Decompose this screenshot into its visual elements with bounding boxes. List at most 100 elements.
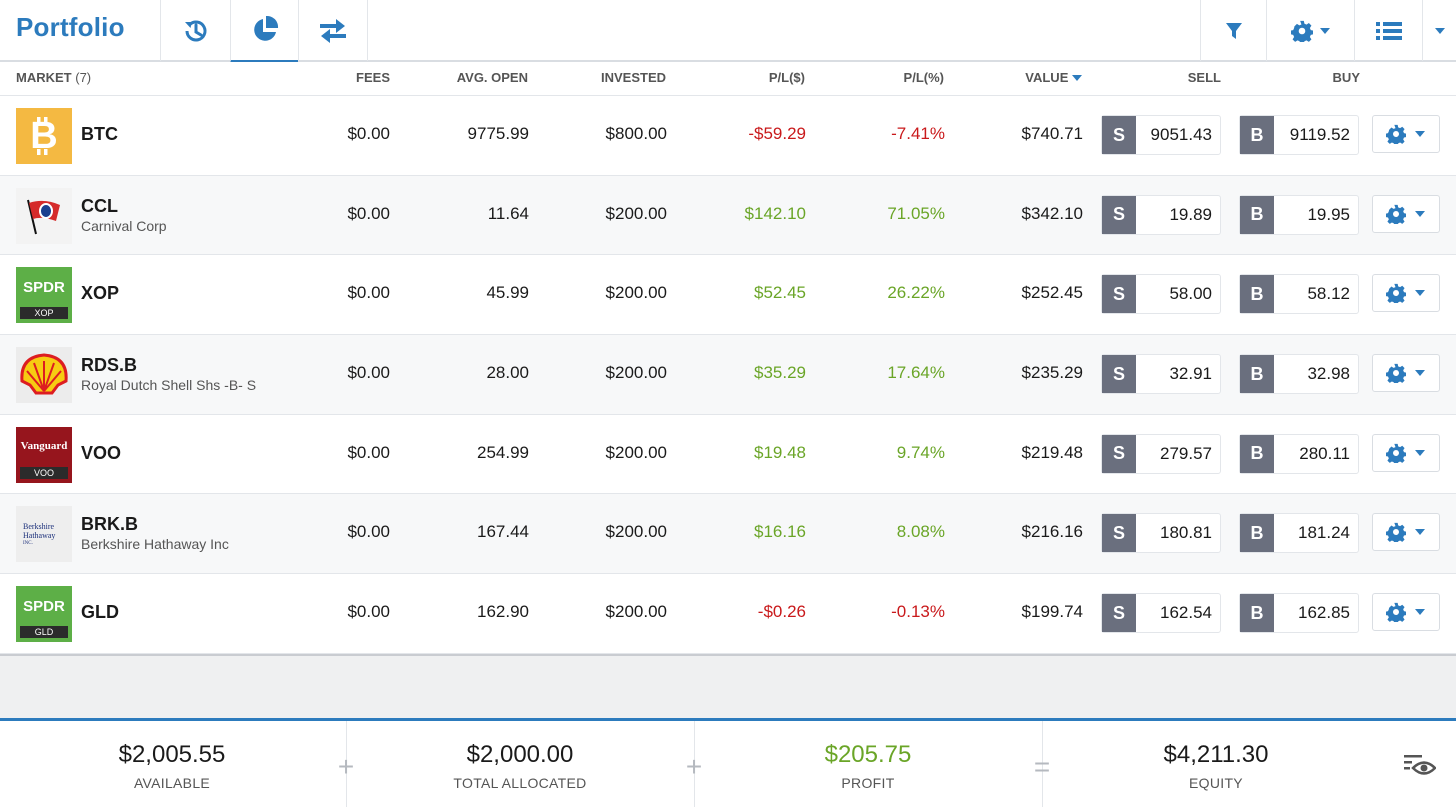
chevron-down-icon	[1415, 210, 1425, 217]
market-symbol[interactable]: BTC	[81, 124, 118, 144]
sell-button[interactable]: S 58.00	[1101, 274, 1221, 315]
total-allocated-value: $2,000.00	[466, 741, 574, 768]
buy-column-header[interactable]: BUY	[1332, 70, 1360, 85]
pl-usd-value: -$59.29	[748, 124, 806, 143]
toggle-visibility-button[interactable]	[1404, 753, 1437, 782]
settings-dropdown-button[interactable]	[1266, 0, 1354, 61]
row-settings-button[interactable]	[1372, 513, 1440, 552]
table-row[interactable]: Berkshire Hathaway INC. BRK.B Berkshire …	[0, 494, 1456, 575]
avg-open-value: 162.90	[477, 602, 529, 622]
sell-button[interactable]: S 9051.43	[1101, 115, 1221, 155]
gear-icon	[1386, 363, 1406, 384]
more-dropdown-button[interactable]	[1422, 0, 1456, 61]
market-symbol[interactable]: GLD	[81, 602, 119, 623]
list-view-button[interactable]	[1354, 0, 1422, 61]
available-label: AVAILABLE	[133, 775, 211, 791]
fees-column-header[interactable]: FEES	[356, 70, 390, 85]
profit-summary: $205.75 PROFIT	[748, 741, 988, 791]
equity-label: EQUITY	[1189, 775, 1243, 791]
berkshire-logo-line3: INC.	[23, 540, 33, 546]
table-row[interactable]: CCL Carnival Corp $0.00 11.64 $200.00 $1…	[0, 175, 1456, 256]
avg-open-value: 45.99	[486, 283, 529, 303]
sell-price: 9051.43	[1150, 125, 1212, 144]
top-toolbar: Portfolio	[0, 0, 1456, 63]
list-icon	[1375, 21, 1402, 40]
invested-column-header[interactable]: INVESTED	[600, 70, 666, 85]
fees-value: $0.00	[347, 283, 390, 303]
account-summary-footer: $2,005.55 AVAILABLE + $2,000.00 TOTAL AL…	[0, 718, 1456, 807]
market-symbol[interactable]: CCL	[81, 195, 118, 216]
chevron-down-icon	[1415, 131, 1425, 137]
pl-pct-value: 26.22%	[887, 283, 945, 303]
ccl-logo	[16, 187, 72, 244]
xop-logo: SPDR XOP	[16, 267, 72, 324]
table-row[interactable]: SPDR XOP XOP $0.00 45.99 $200.00 $52.45 …	[0, 255, 1456, 336]
pl-usd-value: $52.45	[754, 283, 806, 303]
avg-open-column-header[interactable]: AVG. OPEN	[456, 70, 528, 85]
invested-value: $200.00	[605, 283, 667, 303]
filter-button[interactable]	[1200, 0, 1266, 61]
sell-button[interactable]: S 279.57	[1101, 433, 1221, 474]
buy-button[interactable]: B 9119.52	[1239, 115, 1359, 155]
total-allocated-summary: $2,000.00 TOTAL ALLOCATED	[400, 741, 640, 791]
fees-value: $0.00	[347, 602, 390, 622]
market-symbol[interactable]: VOO	[81, 442, 122, 463]
buy-button[interactable]: B 32.98	[1239, 354, 1359, 395]
row-settings-button[interactable]	[1372, 115, 1440, 153]
row-settings-button[interactable]	[1372, 274, 1440, 313]
table-row[interactable]: Vanguard VOO VOO $0.00 254.99 $200.00 $1…	[0, 414, 1456, 495]
transfer-tab[interactable]	[298, 0, 368, 61]
market-symbol[interactable]: BRK.B	[81, 514, 138, 535]
buy-price: 9119.52	[1289, 125, 1350, 144]
market-symbol[interactable]: RDS.B	[81, 355, 138, 376]
position-value: $252.45	[1021, 283, 1083, 303]
sell-button[interactable]: S 32.91	[1101, 354, 1221, 395]
row-settings-button[interactable]	[1372, 194, 1440, 233]
gld-logo: SPDR GLD	[16, 586, 72, 643]
sell-price: 32.91	[1169, 364, 1212, 384]
position-value: $216.16	[1021, 522, 1083, 542]
sell-badge: S	[1102, 594, 1136, 633]
table-row[interactable]: SPDR GLD GLD $0.00 162.90 $200.00 -$0.26…	[0, 574, 1456, 654]
table-row[interactable]: B BTC $0.00 9775.99 $800.00 -$59.29 -7.4…	[0, 96, 1456, 176]
sell-badge: S	[1102, 195, 1136, 234]
invested-value: $200.00	[605, 203, 667, 223]
value-column-header[interactable]: VALUE	[1025, 70, 1082, 85]
gld-logo-text: GLD	[20, 626, 68, 639]
fees-value: $0.00	[347, 442, 390, 462]
row-settings-button[interactable]	[1372, 593, 1440, 632]
voo-logo-text: VOO	[20, 466, 68, 479]
buy-button[interactable]: B 181.24	[1239, 513, 1359, 554]
buy-button[interactable]: B 162.85	[1239, 593, 1359, 634]
pl-usd-column-header[interactable]: P/L($)	[768, 70, 805, 85]
sell-button[interactable]: S 180.81	[1101, 513, 1221, 554]
chevron-down-icon	[1415, 449, 1425, 456]
equity-value: $4,211.30	[1163, 741, 1269, 768]
pl-pct-value: 8.08%	[896, 522, 945, 542]
buy-badge: B	[1240, 195, 1274, 234]
portfolio-breakdown-tab[interactable]	[230, 0, 298, 63]
buy-button[interactable]: B 280.11	[1239, 433, 1359, 474]
table-row[interactable]: RDS.B Royal Dutch Shell Shs -B- S... $0.…	[0, 335, 1456, 415]
row-settings-button[interactable]	[1372, 354, 1440, 393]
row-settings-button[interactable]	[1372, 433, 1440, 472]
sell-price: 19.89	[1169, 204, 1212, 224]
pl-usd-value: -$0.26	[757, 602, 806, 622]
market-column-header[interactable]: MARKET (7)	[16, 70, 92, 85]
market-symbol[interactable]: XOP	[81, 283, 120, 304]
sell-button[interactable]: S 19.89	[1101, 194, 1221, 235]
market-name: Carnival Corp	[81, 217, 167, 234]
sell-column-header[interactable]: SELL	[1187, 70, 1221, 85]
shell-logo	[16, 347, 72, 404]
chevron-down-icon	[1434, 27, 1445, 34]
pl-pct-value: -0.13%	[891, 602, 945, 622]
sell-price: 180.81	[1160, 523, 1212, 543]
buy-button[interactable]: B 58.12	[1239, 274, 1359, 315]
buy-badge: B	[1240, 434, 1274, 473]
history-tab[interactable]	[160, 0, 230, 61]
sell-button[interactable]: S 162.54	[1101, 593, 1221, 634]
pl-usd-value: $142.10	[744, 203, 806, 223]
buy-button[interactable]: B 19.95	[1239, 194, 1359, 235]
pl-pct-column-header[interactable]: P/L(%)	[903, 70, 944, 85]
sell-badge: S	[1102, 116, 1136, 154]
